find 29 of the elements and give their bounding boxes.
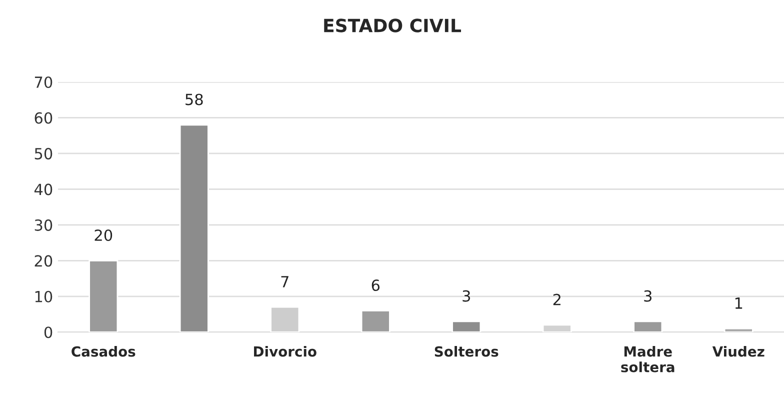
- data-label: 6: [372, 279, 380, 292]
- y-tick-label: 40: [34, 184, 52, 196]
- bar: [270, 306, 300, 332]
- bar: [633, 320, 663, 332]
- x-tick-label: Divorcio: [254, 346, 316, 357]
- y-tick-label: 50: [34, 148, 52, 160]
- data-label: 58: [186, 94, 203, 106]
- data-label: 20: [94, 229, 112, 242]
- x-tick-label: Casados: [72, 346, 136, 357]
- bar: [724, 328, 754, 332]
- y-tick-label: 30: [34, 219, 52, 231]
- data-label: 3: [462, 290, 470, 302]
- y-tick-label: 10: [35, 290, 52, 302]
- data-label: 7: [281, 276, 288, 288]
- x-tick-label: Viudez: [712, 346, 764, 357]
- y-tick-label: 60: [34, 112, 52, 124]
- bar: [179, 124, 209, 332]
- bar: [360, 310, 390, 332]
- y-tick-label: 20: [34, 255, 52, 267]
- y-tick-label: 70: [34, 76, 52, 88]
- x-tick-label: Madre soltera: [621, 346, 674, 372]
- data-label: 3: [644, 290, 652, 302]
- data-label: 1: [735, 298, 742, 309]
- x-tick-label: Solteros: [434, 346, 498, 357]
- y-tick-label: 0: [44, 326, 52, 338]
- data-label: 2: [553, 294, 560, 306]
- chart-title: ESTADO CIVIL: [324, 18, 462, 32]
- bar: [88, 260, 118, 332]
- bar: [452, 320, 482, 332]
